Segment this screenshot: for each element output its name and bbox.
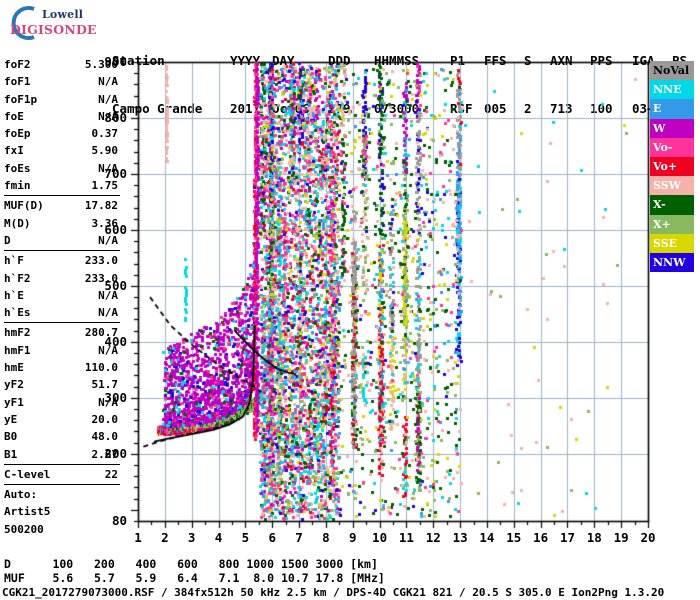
x-tick-17: 17	[559, 530, 575, 545]
legend-item-noval[interactable]: NoVal	[650, 61, 694, 81]
legend-item-sse[interactable]: SSE	[650, 233, 694, 253]
x-tick-6: 6	[268, 530, 276, 545]
y-tick-800: 800	[104, 109, 127, 125]
legend-item-vo[interactable]: Vo-	[650, 137, 694, 157]
x-tick-20: 20	[640, 530, 656, 545]
footer-file-info: CGK21_2017279073000.RSF / 384fx512h 50 k…	[2, 586, 665, 599]
legend-item-vo[interactable]: Vo+	[650, 156, 694, 177]
x-tick-15: 15	[506, 530, 522, 545]
y-tick-700: 700	[104, 165, 127, 181]
legend-item-x[interactable]: X+	[650, 214, 694, 234]
legend-item-ssw[interactable]: SSW	[650, 176, 694, 196]
x-tick-16: 16	[533, 530, 549, 545]
x-tick-18: 18	[586, 530, 602, 545]
footer-muf-row: MUF 5.6 5.7 5.9 6.4 7.1 8.0 10.7 17.8 [M…	[4, 571, 385, 585]
legend-item-nne[interactable]: NNE	[650, 80, 694, 100]
y-tick-min: 80	[111, 513, 127, 528]
legend-item-e[interactable]: E	[650, 99, 694, 119]
x-tick-9: 9	[348, 530, 357, 545]
x-tick-8: 8	[322, 530, 330, 545]
x-tick-19: 19	[613, 530, 629, 545]
x-tick-3: 3	[187, 530, 196, 545]
y-tick-500: 500	[104, 277, 127, 293]
y-tick-900: 900	[104, 54, 127, 69]
x-tick-13: 13	[452, 530, 468, 545]
x-tick-4: 4	[214, 530, 223, 545]
legend-item-nnw[interactable]: NNW	[650, 252, 694, 273]
footer-distance-row: D 100 200 400 600 800 1000 1500 3000 [km…	[4, 557, 378, 571]
y-tick-200: 200	[104, 445, 127, 461]
x-tick-7: 7	[295, 530, 303, 545]
x-tick-11: 11	[398, 530, 414, 545]
y-tick-300: 300	[104, 389, 127, 405]
legend-item-x[interactable]: X-	[650, 195, 694, 215]
x-tick-2: 2	[161, 530, 169, 545]
x-tick-5: 5	[241, 530, 250, 545]
x-tick-10: 10	[372, 530, 388, 545]
y-tick-400: 400	[104, 333, 127, 349]
color-legend: NoVal NNE E W Vo- Vo+ SSW X- X+ SSE NNW	[650, 61, 694, 273]
legend-item-w[interactable]: W	[650, 118, 694, 138]
y-tick-600: 600	[104, 221, 127, 237]
x-tick-14: 14	[479, 530, 495, 545]
x-tick-1: 1	[134, 530, 142, 545]
x-tick-12: 12	[425, 530, 441, 545]
